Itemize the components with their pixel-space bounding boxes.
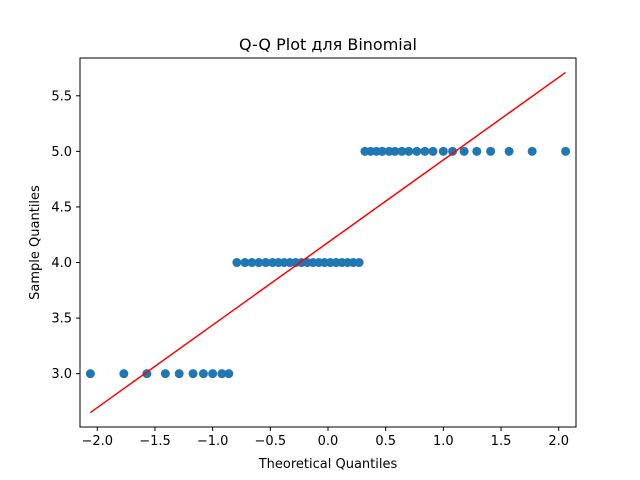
y-tick-label: 3.0 [51, 367, 72, 382]
x-axis-ticks: −2.0 −1.5 −1.0 −0.5 0.0 0.5 1.0 1.5 2.0 [82, 427, 569, 449]
y-axis-ticks: 3.0 3.5 4.0 4.5 5.0 5.5 [51, 89, 80, 382]
sample-quantile-point [561, 146, 571, 156]
sample-quantile-point [527, 146, 537, 156]
x-tick-label: −0.5 [255, 434, 287, 449]
x-tick-label: 0.0 [318, 434, 339, 449]
sample-quantile-point [160, 369, 170, 379]
sample-quantile-point [232, 258, 242, 268]
sample-quantile-point [377, 146, 387, 156]
y-tick-label: 4.5 [51, 200, 72, 215]
y-tick-label: 5.0 [51, 145, 72, 160]
sample-quantile-point [354, 258, 364, 268]
y-tick-label: 5.5 [51, 89, 72, 104]
sample-quantile-point [428, 146, 438, 156]
sample-quantile-point [247, 258, 257, 268]
sample-quantile-point [85, 369, 95, 379]
sample-quantile-point [412, 146, 422, 156]
sample-quantile-point [472, 146, 482, 156]
sample-quantile-point [438, 146, 448, 156]
sample-quantile-point [390, 146, 400, 156]
sample-quantile-point [174, 369, 184, 379]
sample-quantile-point [119, 369, 129, 379]
plot-marks [85, 71, 571, 414]
chart-title: Q-Q Plot для Binomial [239, 35, 417, 54]
sample-quantile-point [448, 146, 458, 156]
sample-quantile-point [261, 258, 271, 268]
sample-quantile-point [504, 146, 514, 156]
sample-quantile-point [198, 369, 208, 379]
sample-quantile-point [217, 369, 227, 379]
x-tick-label: −2.0 [82, 434, 114, 449]
sample-quantile-point [208, 369, 218, 379]
sample-quantile-point [240, 258, 250, 268]
x-tick-label: 2.0 [548, 434, 569, 449]
x-axis-label: Theoretical Quantiles [258, 457, 398, 472]
y-tick-label: 4.0 [51, 256, 72, 271]
sample-quantile-point [254, 258, 264, 268]
x-tick-label: 1.0 [433, 434, 454, 449]
sample-quantile-point [459, 146, 469, 156]
sample-quantile-point [397, 146, 407, 156]
y-axis-label: Sample Quantiles [28, 185, 43, 300]
sample-quantile-point [188, 369, 198, 379]
x-tick-label: 0.5 [375, 434, 396, 449]
x-tick-label: −1.5 [139, 434, 171, 449]
x-tick-label: 1.5 [491, 434, 512, 449]
sample-quantile-point [404, 146, 414, 156]
x-tick-label: −1.0 [197, 434, 229, 449]
sample-quantile-point [420, 146, 430, 156]
y-tick-label: 3.5 [51, 312, 72, 327]
reference-line [89, 71, 567, 414]
sample-quantile-point [486, 146, 496, 156]
sample-quantile-point [224, 369, 234, 379]
